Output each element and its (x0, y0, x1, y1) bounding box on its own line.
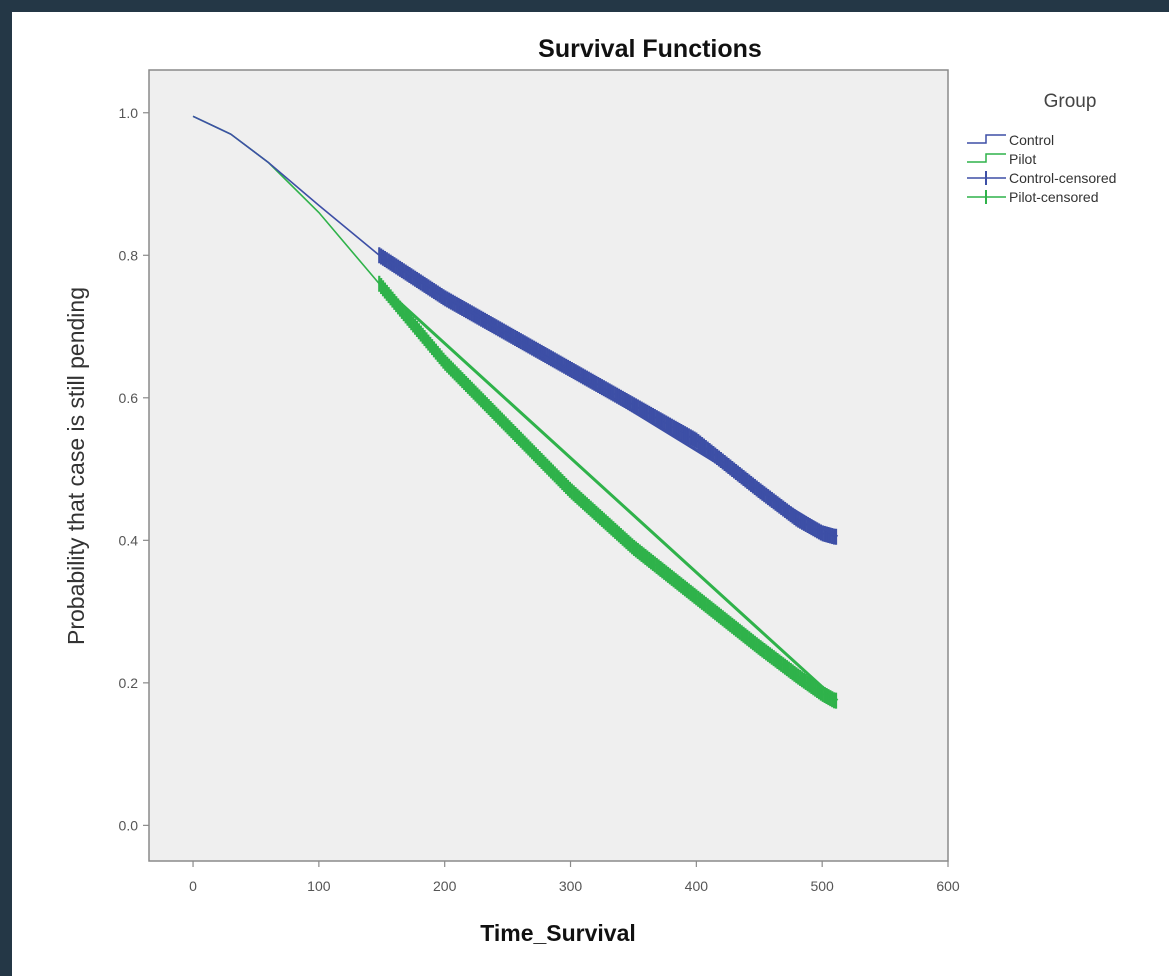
pilot-censored-band (378, 282, 839, 702)
legend-label: Control-censored (1009, 170, 1116, 186)
x-tick-label: 100 (307, 878, 331, 894)
legend-label: Pilot (1009, 151, 1036, 167)
x-tick-label: 400 (685, 878, 709, 894)
x-tick-label: 500 (810, 878, 834, 894)
y-tick-label: 0.2 (119, 675, 139, 691)
y-tick-label: 0.6 (119, 390, 139, 406)
control-censored-band (378, 254, 839, 539)
legend-item-control: Control (967, 132, 1054, 148)
legend: Group Control Pilot Control-censored Pilot-… (967, 91, 1116, 205)
y-axis-label: Probability that case is still pending (63, 287, 89, 645)
legend-label: Control (1009, 132, 1054, 148)
legend-item-pilot-censored: Pilot-censored (967, 189, 1099, 205)
y-tick-label: 0.4 (119, 532, 139, 548)
y-tick-label: 0.8 (119, 247, 139, 263)
chart-title: Survival Functions (538, 35, 762, 63)
axis-ticks: 0 100 200 300 400 500 600 0.0 0.2 0.4 0.6 0.8 1.0 (119, 105, 960, 894)
x-tick-label: 200 (433, 878, 457, 894)
x-tick-label: 600 (936, 878, 960, 894)
legend-step-symbol (967, 153, 1006, 163)
pilot-censored-marks (378, 275, 839, 709)
x-axis-label: Time_Survival (480, 920, 636, 946)
chart-frame: Survival Functions 0 100 200 300 400 500 600 0.… (12, 12, 1169, 976)
x-tick-label: 0 (189, 878, 197, 894)
x-tick-label: 300 (559, 878, 583, 894)
legend-title: Group (1044, 91, 1097, 112)
legend-item-pilot: Pilot (967, 151, 1036, 167)
y-tick-label: 1.0 (119, 105, 139, 121)
legend-step-symbol (967, 134, 1006, 144)
legend-label: Pilot-censored (1009, 189, 1099, 205)
control-censored-marks (378, 247, 839, 545)
series-layer (192, 115, 839, 709)
legend-item-control-censored: Control-censored (967, 170, 1116, 186)
survival-chart: Survival Functions 0 100 200 300 400 500 600 0.… (63, 35, 1116, 946)
y-tick-label: 0.0 (119, 817, 139, 833)
